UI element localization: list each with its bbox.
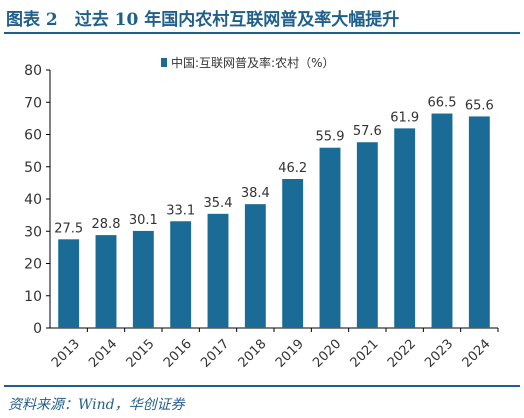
x-tick-label: 2019 [273, 337, 307, 371]
data-label: 27.5 [54, 221, 83, 236]
legend-swatch [161, 58, 167, 67]
y-tick-label: 20 [24, 257, 42, 273]
y-tick-label: 60 [24, 128, 42, 144]
bar [170, 221, 192, 328]
data-label: 66.5 [428, 96, 457, 111]
y-tick-label: 10 [24, 289, 42, 305]
bar [319, 147, 341, 328]
y-tick-label: 40 [24, 192, 42, 208]
y-tick-label: 80 [24, 63, 42, 79]
x-tick-label: 2017 [198, 337, 232, 371]
source-note: 资料来源：Wind，华创证券 [8, 397, 185, 413]
x-tick-label: 2013 [49, 337, 83, 371]
data-label: 55.9 [316, 130, 345, 145]
bar [95, 235, 117, 328]
data-label: 30.1 [129, 213, 158, 228]
x-tick-label: 2018 [236, 337, 270, 371]
bar [282, 179, 304, 328]
data-label: 46.2 [278, 161, 307, 176]
bar [132, 230, 154, 328]
y-tick-label: 30 [24, 224, 42, 240]
bar [58, 239, 80, 328]
bar [244, 204, 266, 328]
data-label: 65.6 [465, 98, 494, 113]
data-label: 38.4 [241, 186, 270, 201]
x-tick-label: 2024 [460, 337, 494, 371]
bar-chart: 0 10 20 30 40 50 60 70 80 中国:互联网普及率:农村（%） 27.5 2013… [24, 55, 499, 371]
y-tick-label: 50 [24, 160, 42, 176]
data-label: 61.9 [390, 110, 419, 125]
bar [468, 116, 490, 328]
x-tick-label: 2015 [124, 337, 158, 371]
bar [431, 113, 453, 328]
bar [394, 128, 416, 328]
y-tick-label: 70 [24, 95, 42, 111]
title-rule [4, 32, 520, 34]
data-label: 28.8 [92, 217, 121, 232]
x-tick-label: 2021 [348, 337, 382, 371]
bar [356, 142, 378, 328]
x-tick-label: 2014 [86, 337, 120, 371]
x-tick-label: 2020 [310, 337, 344, 371]
legend-label: 中国:互联网普及率:农村（%） [171, 55, 335, 70]
data-label: 57.6 [353, 124, 382, 139]
figure-title: 图表 2 过去 10 年国内农村互联网普及率大幅提升 [6, 10, 400, 30]
x-tick-label: 2023 [422, 337, 456, 371]
data-label: 33.1 [166, 203, 195, 218]
bar [207, 213, 229, 328]
source-rule [4, 385, 520, 387]
data-label: 35.4 [204, 196, 233, 211]
x-tick-label: 2022 [385, 337, 419, 371]
x-tick-label: 2016 [161, 337, 195, 371]
y-tick-label: 0 [33, 321, 42, 337]
